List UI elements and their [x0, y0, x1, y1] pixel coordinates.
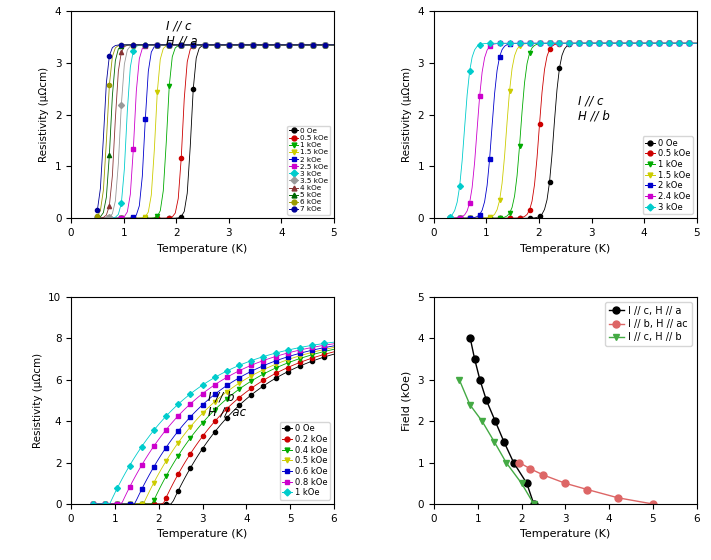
I // c, H // b: [478, 418, 486, 424]
Legend: 0 Oe, 0.5 kOe, 1 kOe, 1.5 kOe, 2 kOe, 2.4 kOe, 3 kOe: 0 Oe, 0.5 kOe, 1 kOe, 1.5 kOe, 2 kOe, 2.…: [643, 136, 693, 214]
I // b, H // ac: [515, 459, 523, 466]
I // c, H // b: [530, 501, 538, 507]
I // c, H // a: [509, 459, 518, 466]
X-axis label: Temperature (K): Temperature (K): [157, 244, 247, 254]
I // c, H // b: [502, 459, 510, 466]
I // c, H // a: [530, 501, 538, 507]
Y-axis label: Resistivity (μΩcm): Resistivity (μΩcm): [33, 353, 43, 448]
I // c, H // a: [500, 438, 508, 445]
Y-axis label: Field (kOe): Field (kOe): [402, 370, 412, 431]
Line: I // b, H // ac: I // b, H // ac: [516, 459, 656, 507]
I // b, H // ac: [526, 465, 535, 472]
Legend: 0 Oe, 0.5 kOe, 1 kOe, 1.5 kOe, 2 kOe, 2.5 kOe, 3 kOe, 3.5 kOe, 4 kOe, 5 kOe, 6 k: 0 Oe, 0.5 kOe, 1 kOe, 1.5 kOe, 2 kOe, 2.…: [287, 126, 331, 214]
I // c, H // b: [455, 376, 464, 383]
I // b, H // ac: [648, 501, 657, 507]
Line: I // c, H // a: I // c, H // a: [467, 335, 538, 507]
X-axis label: Temperature (K): Temperature (K): [520, 244, 611, 254]
I // c, H // a: [523, 480, 531, 487]
I // b, H // ac: [614, 494, 622, 501]
I // b, H // ac: [583, 486, 592, 493]
Y-axis label: Resistivity (μΩcm): Resistivity (μΩcm): [402, 67, 412, 162]
I // c, H // a: [466, 335, 474, 342]
I // b, H // ac: [539, 472, 547, 478]
Legend: I // c, H // a, I // b, H // ac, I // c, H // b: I // c, H // a, I // b, H // ac, I // c,…: [605, 302, 692, 347]
I // c, H // b: [466, 402, 474, 408]
Text: I // b
H // ac: I // b H // ac: [208, 390, 246, 418]
I // c, H // a: [471, 356, 479, 362]
I // c, H // b: [518, 480, 526, 487]
Line: I // c, H // b: I // c, H // b: [456, 376, 538, 507]
Text: I // c
H // a: I // c H // a: [166, 20, 198, 48]
Y-axis label: Resistivity (μΩcm): Resistivity (μΩcm): [39, 67, 49, 162]
I // c, H // a: [476, 376, 484, 383]
I // b, H // ac: [561, 480, 570, 487]
I // c, H // a: [482, 397, 491, 404]
I // c, H // b: [490, 438, 498, 445]
X-axis label: Temperature (K): Temperature (K): [520, 529, 611, 539]
X-axis label: Temperature (K): Temperature (K): [157, 529, 247, 539]
Legend: 0 Oe, 0.2 kOe, 0.4 kOe, 0.5 kOe, 0.6 kOe, 0.8 kOe, 1 kOe: 0 Oe, 0.2 kOe, 0.4 kOe, 0.5 kOe, 0.6 kOe…: [279, 422, 330, 500]
Text: I // c
H // b: I // c H // b: [579, 94, 610, 122]
I // c, H // a: [491, 418, 500, 424]
